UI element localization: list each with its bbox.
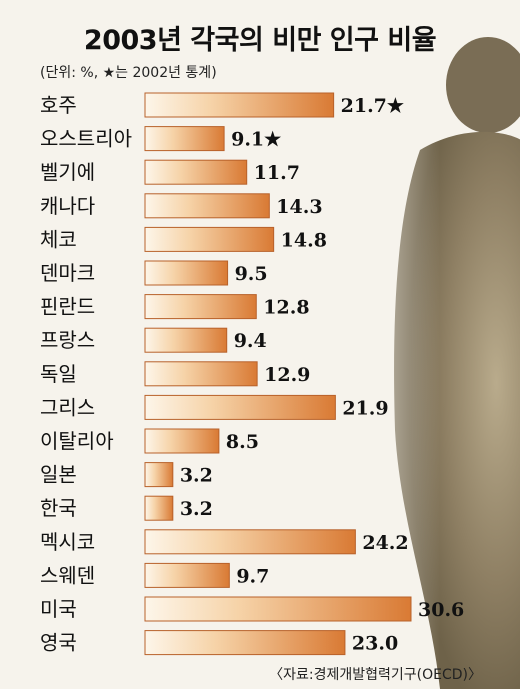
- category-label: 독일: [40, 362, 77, 386]
- bar: [144, 529, 356, 555]
- bar: [144, 361, 258, 387]
- category-label: 캐나다: [40, 194, 95, 218]
- bar: [144, 394, 336, 420]
- bar: [144, 596, 412, 622]
- category-label: 핀란드: [40, 295, 95, 319]
- bar: [144, 294, 257, 320]
- value-label: 9.4: [234, 330, 267, 352]
- value-label: 9.5: [235, 263, 268, 285]
- chart-subtitle: (단위: %, ★는 2002년 통계): [40, 65, 217, 81]
- value-label: 11.7: [254, 162, 300, 184]
- bar: [144, 495, 174, 521]
- value-label: 23.0: [352, 633, 398, 655]
- value-label: 30.6: [418, 599, 464, 621]
- bar: [144, 226, 275, 252]
- value-label: 8.5: [226, 431, 259, 453]
- bar: [144, 126, 225, 152]
- category-label: 덴마크: [40, 261, 95, 285]
- category-label: 벨기에: [40, 160, 95, 184]
- data-source: 〈자료:경제개발협력기구(OECD)〉: [269, 667, 482, 683]
- value-label: 21.7★: [341, 95, 404, 117]
- bar: [144, 327, 228, 353]
- value-label: 3.2: [180, 498, 213, 520]
- value-label: 21.9: [342, 397, 388, 419]
- bar: [144, 159, 248, 185]
- category-label: 영국: [40, 631, 77, 655]
- category-label: 미국: [40, 597, 77, 621]
- category-label: 그리스: [40, 395, 95, 419]
- chart-title: 2003년 각국의 비만 인구 비율: [83, 25, 437, 56]
- category-label: 이탈리아: [40, 429, 114, 453]
- category-label: 체코: [40, 227, 77, 251]
- bar: [144, 260, 229, 286]
- value-label: 24.2: [362, 532, 408, 554]
- value-label: 12.8: [263, 297, 309, 319]
- bar: [144, 630, 346, 656]
- value-label: 12.9: [264, 364, 310, 386]
- value-label: 9.7: [236, 565, 269, 587]
- category-label: 프랑스: [40, 328, 95, 352]
- value-label: 9.1★: [231, 129, 281, 151]
- value-label: 14.8: [281, 229, 327, 251]
- category-label: 일본: [40, 463, 77, 487]
- value-label: 14.3: [276, 196, 322, 218]
- category-label: 오스트리아: [40, 127, 132, 151]
- category-label: 멕시코: [40, 530, 95, 554]
- category-label: 한국: [40, 496, 77, 520]
- bar: [144, 428, 220, 454]
- bar: [144, 462, 174, 488]
- category-label: 호주: [40, 93, 77, 117]
- bar: [144, 562, 230, 588]
- category-label: 스웨덴: [40, 563, 95, 587]
- value-label: 3.2: [180, 465, 213, 487]
- bar: [144, 92, 335, 118]
- bar: [144, 193, 270, 219]
